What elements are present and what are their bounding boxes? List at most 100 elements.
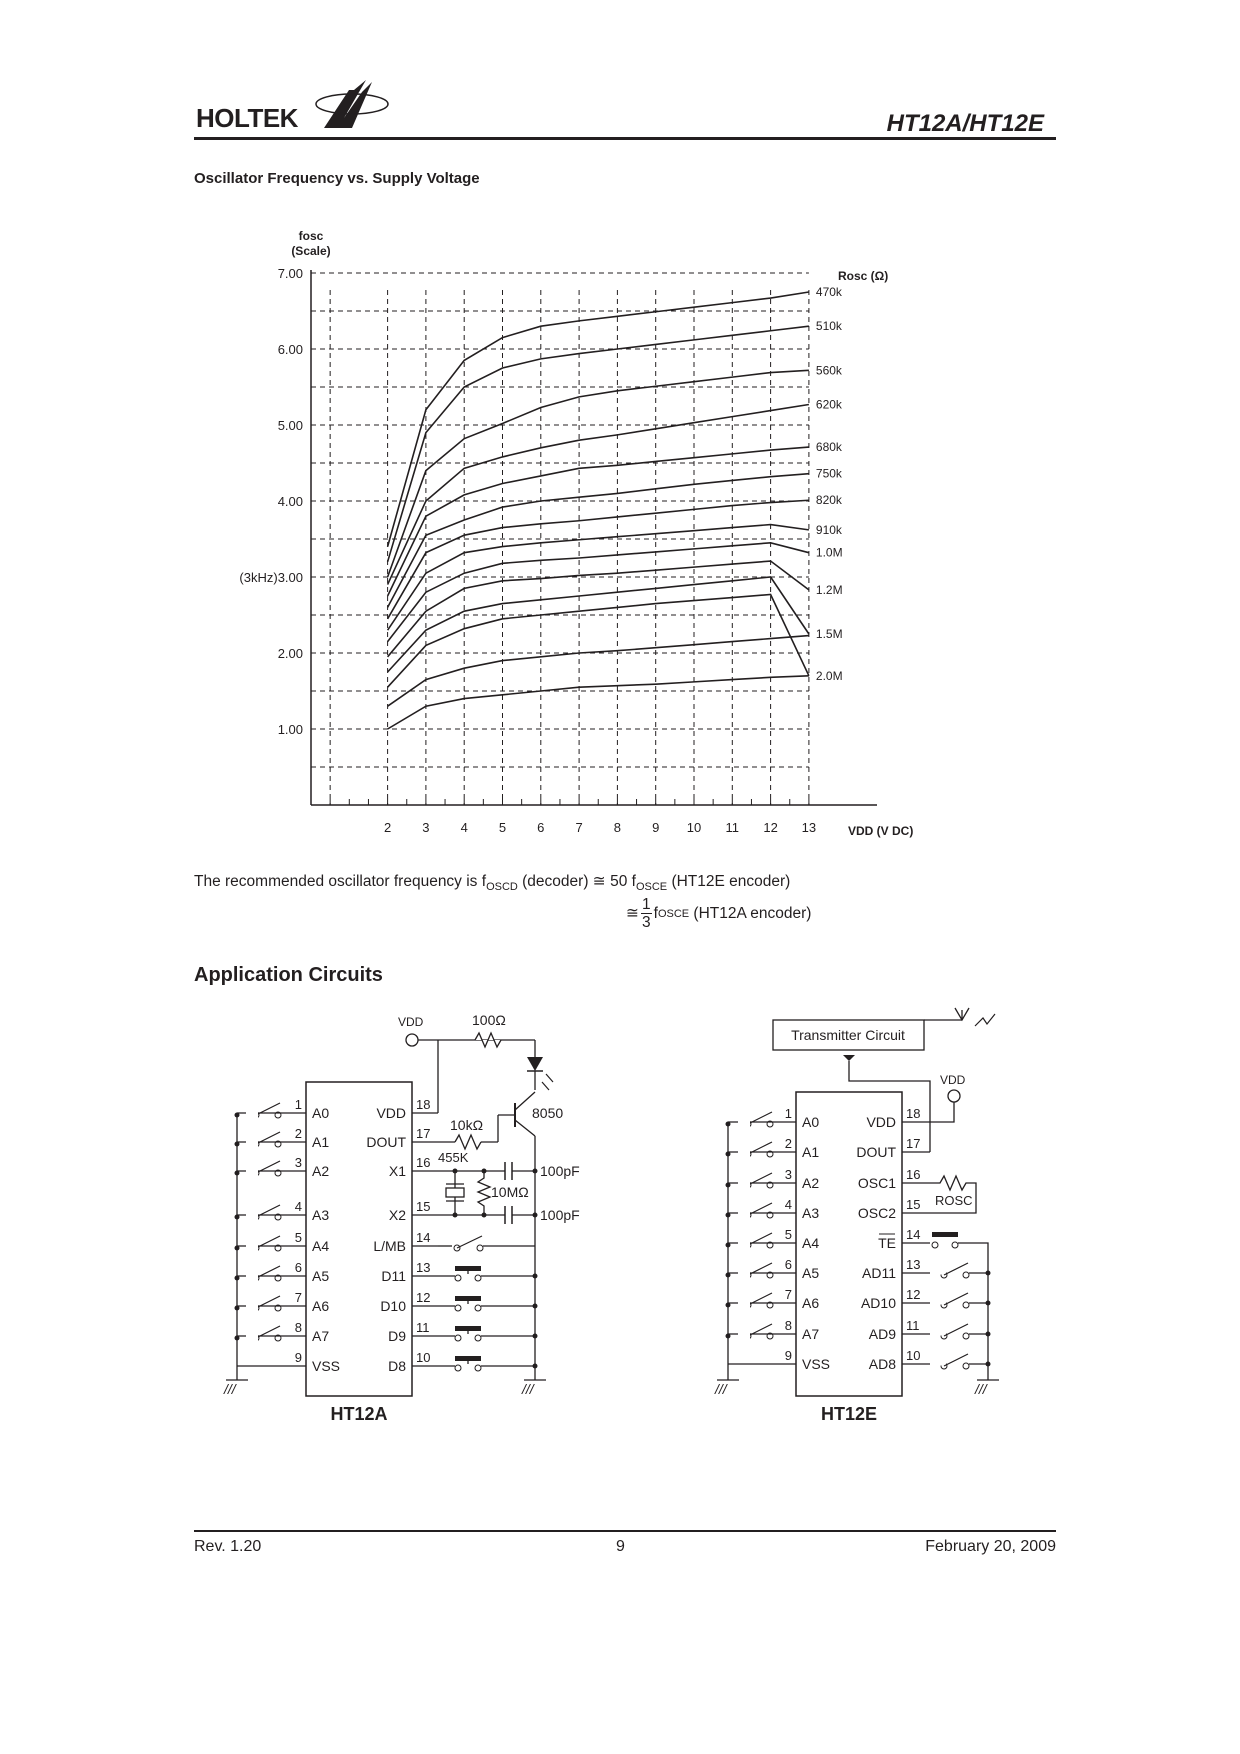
- switch-lever: [255, 1295, 281, 1309]
- freq-sub-oscd: OSCD: [486, 881, 518, 894]
- series-line-8: [386, 523, 810, 631]
- ht12a-pin-num: 1: [295, 1097, 302, 1112]
- junction-dot: [985, 1361, 991, 1367]
- ht12a-pin-name: A6: [312, 1298, 329, 1314]
- r10m-label: 10MΩ: [491, 1184, 529, 1200]
- ht12a-pin-num: 3: [295, 1155, 302, 1170]
- switch-contact: [453, 1244, 461, 1252]
- switch-contact: [274, 1213, 282, 1221]
- ht12a-pin-name: D9: [388, 1328, 406, 1344]
- junction-dot: [985, 1300, 991, 1306]
- ht12e-chip: [795, 1091, 903, 1397]
- rosc-label: ROSC: [935, 1193, 973, 1208]
- rosc-resistor-icon: [930, 1174, 977, 1214]
- ht12e-pin-num: 12: [906, 1287, 920, 1302]
- vdd-terminal-icon: [405, 1033, 419, 1047]
- button-contact: [454, 1334, 462, 1342]
- switch-gap: [246, 1213, 258, 1221]
- y-tick-label: 7.00: [278, 266, 303, 281]
- series-line-7: [386, 499, 809, 620]
- ht12e-pin-name: A5: [802, 1265, 819, 1281]
- switch-lever: [255, 1131, 281, 1145]
- junction-dot: [985, 1331, 991, 1337]
- switch-gap: [738, 1211, 750, 1219]
- ht12e-pin-name: A2: [802, 1175, 819, 1191]
- x-tick-label: 9: [652, 820, 659, 835]
- switch-lever: [747, 1232, 773, 1246]
- switch-contact: [766, 1181, 774, 1189]
- ht12a-pin-num: 13: [416, 1260, 430, 1275]
- button-contact: [474, 1364, 482, 1372]
- push-button-icon: [932, 1232, 958, 1237]
- ht12a-pin-num: 10: [416, 1350, 430, 1365]
- ht12a-pin-name: D10: [380, 1298, 406, 1314]
- ht12a-pin-num: 6: [295, 1260, 302, 1275]
- switch-contact: [274, 1140, 282, 1148]
- series-label-910k: 910k: [816, 523, 843, 537]
- x-tick-label: 10: [687, 820, 701, 835]
- ht12e-pin-name: AD11: [862, 1265, 896, 1281]
- switch-gap: [738, 1301, 750, 1309]
- ht12e-vdd-label: VDD: [940, 1073, 966, 1087]
- transistor-label: 8050: [532, 1105, 563, 1121]
- ht12e-pin-name: A1: [802, 1144, 819, 1160]
- switch-gap: [246, 1304, 258, 1312]
- ht12a-pin-name: DOUT: [366, 1134, 406, 1150]
- switch-lever: [943, 1323, 969, 1337]
- series-label-470k: 470k: [816, 285, 843, 299]
- transmitter-box: [772, 1019, 925, 1051]
- switch-lever: [255, 1325, 281, 1339]
- frequency-note: The recommended oscillator frequency is …: [194, 872, 790, 893]
- switch-lever: [747, 1262, 773, 1276]
- ht12e-pin-name: A3: [802, 1205, 819, 1221]
- ht12a-circuit: 1 A0 2 A1 3 A2 4 A3 5 A4 6 A5 7 A6 8 A7 9 VSS /// 18 VDD 17 DO…: [223, 1012, 580, 1424]
- ht12a-pin-name: A7: [312, 1328, 329, 1344]
- switch-gap: [246, 1111, 258, 1119]
- ht12e-pin-num: 10: [906, 1348, 920, 1363]
- switch-contact: [274, 1244, 282, 1252]
- ht12a-pin-name: D8: [388, 1358, 406, 1374]
- y-tick-label: 2.00: [278, 646, 303, 661]
- te-wire: [958, 1242, 989, 1380]
- y-tick-label: 6.00: [278, 342, 303, 357]
- ht12e-pin-name: A6: [802, 1295, 819, 1311]
- button-contact: [454, 1304, 462, 1312]
- frequency-note-line2: ≅ 1 3 f OSCE (HT12A encoder): [626, 896, 811, 931]
- switch-contact: [274, 1304, 282, 1312]
- r100-label: 100Ω: [472, 1012, 506, 1028]
- series-label-560k: 560k: [816, 363, 843, 377]
- ht12e-pin-num: 7: [785, 1287, 792, 1302]
- switch-lever: [255, 1102, 281, 1116]
- switch-contact: [274, 1169, 282, 1177]
- ht12a-pin-name: D11: [381, 1268, 406, 1284]
- ht12a-pin-num: 7: [295, 1290, 302, 1305]
- switch-contact: [766, 1241, 774, 1249]
- freq-note2-suffix: (HT12A encoder): [689, 904, 812, 922]
- junction-dot: [532, 1363, 538, 1369]
- push-button-icon: [455, 1266, 481, 1271]
- ht12e-pin-num: 11: [906, 1318, 920, 1333]
- x-tick-label: 13: [802, 820, 816, 835]
- ground-icon: ///: [223, 1381, 238, 1397]
- logo-text: HOLTEK: [196, 103, 298, 133]
- ht12e-pin-name: VDD: [866, 1114, 896, 1130]
- ht12e-pin-name: AD9: [869, 1326, 896, 1342]
- dout-wire: [848, 1061, 931, 1152]
- junction-dot: [452, 1168, 458, 1174]
- ht12e-pin-num: 18: [906, 1106, 920, 1121]
- freq-f: f: [653, 904, 658, 922]
- x-tick-label: 7: [575, 820, 582, 835]
- switch-contact: [962, 1362, 970, 1370]
- resistor-10m-icon: [476, 1171, 492, 1215]
- series-label-1.2M: 1.2M: [816, 583, 843, 597]
- ht12a-pin-name: A1: [312, 1134, 329, 1150]
- series-label-680k: 680k: [816, 440, 843, 454]
- switch-lever: [943, 1353, 969, 1367]
- y-tick-label: 1.00: [278, 722, 303, 737]
- ht12e-pin-num: 16: [906, 1167, 920, 1182]
- switch-gap: [246, 1334, 258, 1342]
- switch-lever: [747, 1141, 773, 1155]
- ht12a-pin-num: 17: [416, 1126, 430, 1141]
- series-label-510k: 510k: [816, 319, 843, 333]
- series-line-5: [386, 446, 809, 597]
